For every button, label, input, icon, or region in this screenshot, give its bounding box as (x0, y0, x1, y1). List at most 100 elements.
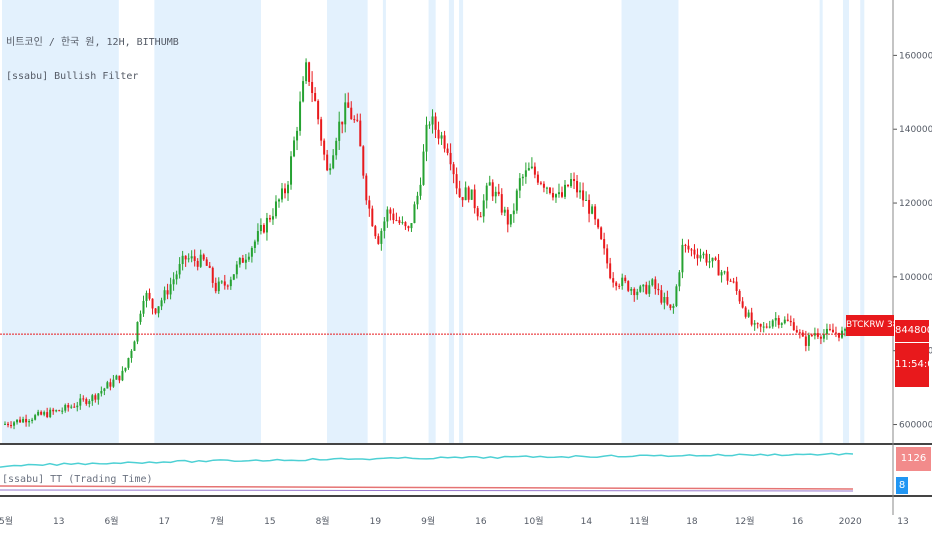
candle-body (329, 168, 332, 171)
tt-line-red (0, 485, 854, 490)
candle-body (494, 191, 497, 197)
candle-body (627, 281, 630, 291)
candle-body (702, 253, 705, 256)
candle-body (293, 140, 296, 157)
candle-body (536, 174, 539, 183)
x-axis-tick-label: 11월 (629, 515, 649, 527)
candle-body (515, 190, 518, 211)
candle-body (395, 220, 398, 222)
candle-body (308, 62, 311, 82)
candle-body (591, 206, 594, 214)
candle-body (208, 265, 211, 268)
bullish-shade-region (459, 0, 464, 443)
candle-body (497, 191, 500, 195)
candle-body (175, 274, 178, 280)
candle-body (368, 200, 371, 209)
candle-body (85, 399, 88, 404)
candle-body (554, 194, 557, 198)
candle-body (163, 290, 166, 301)
y-axis-tick-label: 14000000 (899, 125, 932, 135)
candle-body (202, 254, 205, 260)
candle-body (88, 401, 91, 404)
candle-body (488, 182, 491, 186)
candle-body (669, 304, 672, 308)
candle-body (582, 190, 585, 201)
candle-body (76, 405, 79, 408)
candle-body (284, 188, 287, 194)
x-axis-tick-label: 18 (686, 517, 698, 527)
x-axis-tick-label: 6월 (105, 515, 119, 527)
candle-body (37, 411, 40, 416)
candle-body (807, 334, 810, 346)
bar-countdown-tag: 11:54:09 (895, 343, 932, 387)
candle-body (4, 423, 7, 425)
candle-body (844, 329, 846, 331)
candle-body (551, 192, 554, 198)
candle-body (154, 308, 157, 314)
candle-body (476, 208, 479, 217)
candle-body (190, 256, 193, 259)
candle-body (624, 277, 627, 282)
candle-body (672, 305, 675, 308)
y-axis-tick-label: 16000000 (899, 51, 932, 61)
candle-body (687, 245, 690, 250)
candle-body (723, 271, 726, 273)
candle-body (699, 255, 702, 259)
candle-body (91, 395, 94, 402)
candle-body (7, 423, 10, 426)
candle-body (347, 102, 350, 108)
candle-body (193, 256, 196, 261)
candle-body (597, 219, 600, 228)
x-axis-tick-label: 13 (897, 517, 908, 527)
candle-body (786, 319, 789, 321)
candle-body (648, 285, 651, 294)
candle-body (326, 154, 329, 171)
candle-body (774, 318, 777, 321)
x-axis-tick-label: 16 (475, 517, 487, 527)
candle-body (434, 116, 437, 130)
candle-body (181, 255, 184, 265)
candle-body (302, 81, 305, 102)
candle-body (34, 415, 37, 420)
candle-body (696, 254, 699, 259)
candle-body (509, 214, 512, 225)
candle-body (145, 292, 148, 301)
candle-body (542, 183, 545, 188)
candle-body (121, 370, 124, 381)
candle-body (31, 419, 34, 422)
candle-body (422, 151, 425, 185)
candle-body (825, 328, 828, 335)
candle-body (241, 257, 244, 263)
candle-body (82, 398, 85, 400)
candle-body (750, 312, 753, 325)
candle-body (229, 279, 232, 287)
candle-body (732, 281, 735, 283)
tt-line-purple (0, 489, 854, 492)
candle-body (606, 248, 609, 264)
candle-body (660, 290, 663, 303)
candle-body (831, 329, 834, 333)
candle-body (819, 336, 822, 339)
candle-body (789, 320, 792, 323)
candle-body (527, 168, 530, 171)
x-axis-tick-label: 12월 (735, 515, 755, 527)
candle-body (639, 286, 642, 292)
candle-body (184, 255, 187, 260)
x-axis-tick-label: 2020 (839, 517, 862, 527)
candle-body (332, 155, 335, 169)
candle-body (106, 382, 109, 389)
candle-body (642, 284, 645, 287)
candle-body (735, 281, 738, 291)
candle-body (232, 274, 235, 280)
tt-line-top (0, 452, 854, 468)
candle-body (822, 334, 825, 339)
candle-body (311, 81, 314, 94)
candle-body (636, 291, 639, 296)
bullish-shade-region (621, 0, 679, 443)
candle-body (579, 190, 582, 193)
candle-body (377, 236, 380, 244)
x-axis-tick-label: 14 (581, 517, 593, 527)
main-panel-bottom-border (0, 443, 932, 445)
candle-body (166, 290, 169, 295)
